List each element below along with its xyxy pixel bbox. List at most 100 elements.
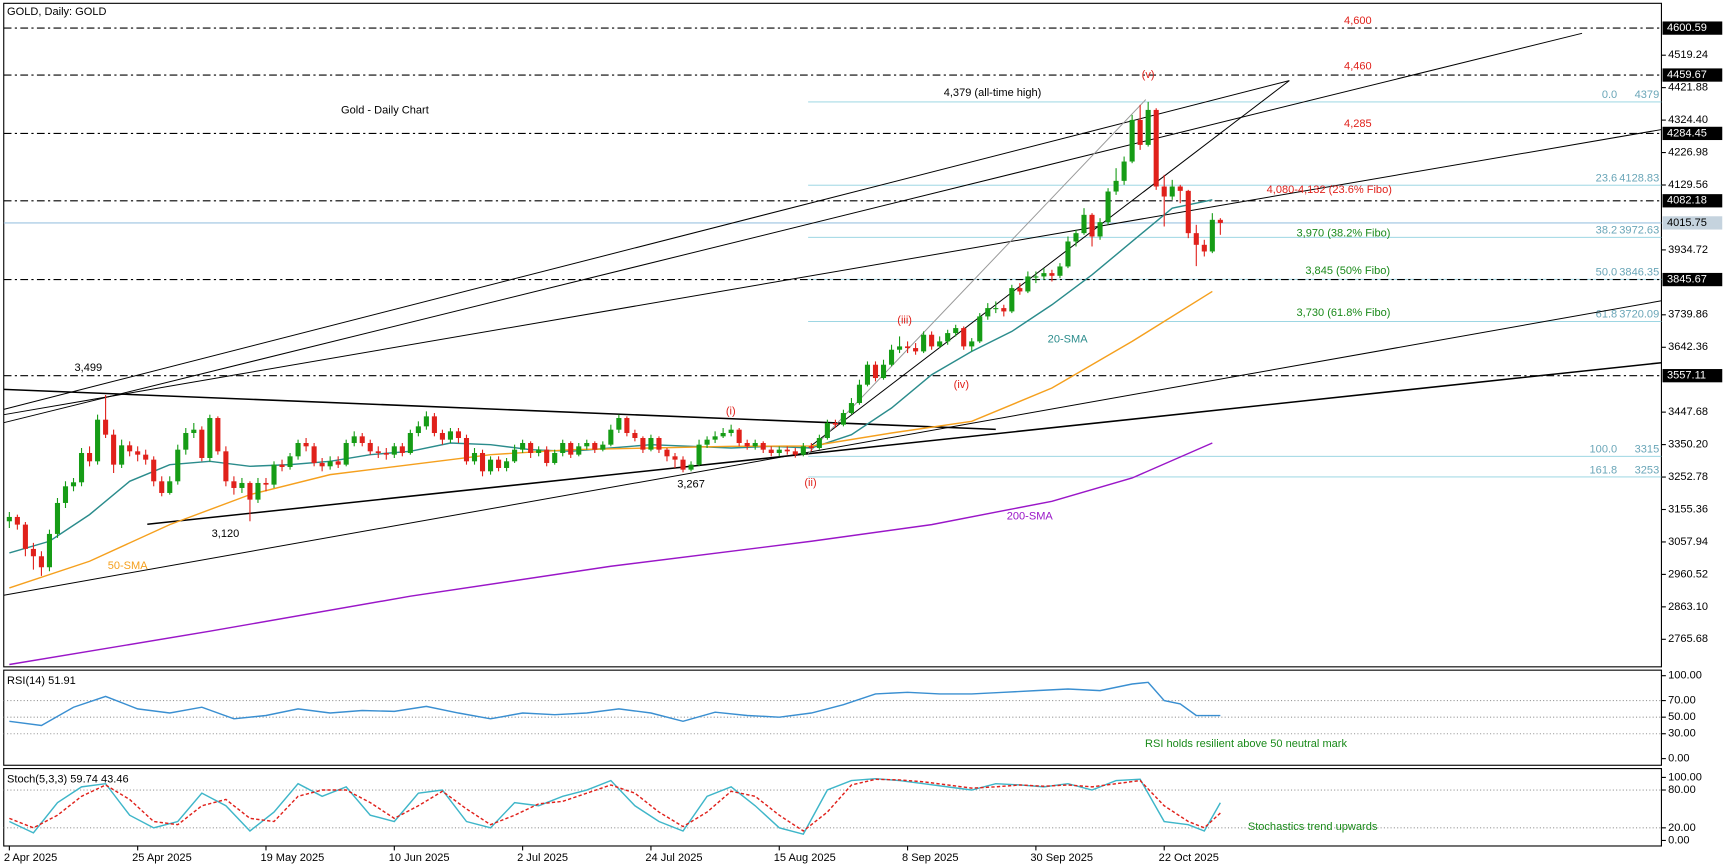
y-tick-label: 2960.52 bbox=[1668, 568, 1708, 580]
indicator-line bbox=[9, 199, 1213, 554]
candle-body bbox=[993, 308, 999, 310]
candle-body bbox=[600, 444, 606, 450]
y-tick-label: 4324.40 bbox=[1668, 114, 1708, 126]
candle-body bbox=[848, 403, 854, 414]
candle-body bbox=[78, 452, 85, 483]
annotation: 50-SMA bbox=[108, 560, 149, 572]
candle-body bbox=[1217, 219, 1223, 223]
indicator-title: Stoch(5,3,3) 59.74 43.46 bbox=[7, 774, 129, 786]
fib-level: 0.0 bbox=[1602, 89, 1617, 101]
indicator-area bbox=[9, 681, 1221, 727]
y-tick-label: 2765.68 bbox=[1668, 633, 1708, 645]
candle-body bbox=[415, 426, 421, 434]
main-panel bbox=[3, 2, 1662, 668]
candle-body bbox=[479, 452, 486, 472]
candle-body bbox=[46, 533, 52, 568]
annotation: 3,120 bbox=[212, 528, 240, 540]
y-tick-label: 3252.78 bbox=[1668, 471, 1708, 483]
y-tick-label: 20.00 bbox=[1668, 822, 1696, 834]
candle-body bbox=[832, 423, 838, 425]
y-tick-label: 70.00 bbox=[1668, 695, 1696, 707]
candle-body bbox=[656, 438, 662, 450]
level-label: 3845.67 bbox=[1667, 273, 1707, 285]
candle-body bbox=[455, 431, 462, 439]
annotation: RSI holds resilient above 50 neutral mar… bbox=[1145, 738, 1347, 750]
candle-body bbox=[271, 464, 277, 485]
candle-body bbox=[1201, 244, 1207, 252]
y-tick-label: 50.00 bbox=[1668, 711, 1696, 723]
y-tick-label: 4129.56 bbox=[1668, 179, 1708, 191]
candle-body bbox=[367, 442, 373, 452]
candle-body bbox=[143, 454, 149, 460]
candle-body bbox=[1041, 273, 1047, 277]
candle-body bbox=[119, 445, 125, 465]
candle-body bbox=[295, 442, 301, 457]
candle-body bbox=[1185, 190, 1191, 234]
candle-body bbox=[921, 334, 927, 352]
candle-body bbox=[1001, 308, 1007, 312]
candle-body bbox=[1081, 214, 1087, 234]
candle-body bbox=[70, 482, 77, 487]
candle-body bbox=[263, 482, 269, 485]
chart-title: GOLD, Daily: GOLD bbox=[7, 6, 106, 18]
annotation: (ii) bbox=[804, 477, 816, 489]
fib-price: 4128.83 bbox=[1619, 173, 1659, 185]
candle-body bbox=[584, 442, 590, 447]
level-label: 4284.45 bbox=[1667, 127, 1707, 139]
candle-body bbox=[728, 429, 734, 434]
candle-body bbox=[696, 444, 702, 465]
candle-body bbox=[792, 451, 798, 455]
indicator-line bbox=[9, 681, 1221, 727]
annotation: (v) bbox=[1142, 69, 1155, 81]
candle-body bbox=[969, 341, 975, 347]
y-tick-label: 30.00 bbox=[1668, 728, 1696, 740]
candle-body bbox=[215, 418, 221, 452]
annotation: (iii) bbox=[897, 315, 912, 327]
x-tick-label: 30 Sep 2025 bbox=[1030, 852, 1093, 864]
candle-body bbox=[1057, 266, 1063, 276]
candle-body bbox=[127, 445, 133, 452]
candle-body bbox=[319, 462, 325, 467]
candle-body bbox=[672, 456, 678, 460]
candle-body bbox=[359, 436, 365, 443]
candle-body bbox=[568, 442, 574, 455]
candle-body bbox=[664, 449, 670, 457]
candle-body bbox=[736, 429, 742, 443]
candle-body bbox=[816, 438, 822, 448]
annotation: 20-SMA bbox=[1048, 333, 1089, 345]
y-tick-label: 3155.36 bbox=[1668, 503, 1708, 515]
candle-body bbox=[880, 364, 887, 379]
candle-body bbox=[111, 434, 117, 465]
y-tick-label: 3934.72 bbox=[1668, 244, 1708, 256]
candle-body bbox=[913, 348, 919, 352]
candle-body bbox=[929, 334, 935, 347]
candle-body bbox=[447, 431, 453, 440]
candle-body bbox=[303, 442, 309, 447]
candle-body bbox=[22, 524, 28, 549]
x-tick-label: 19 May 2025 bbox=[260, 852, 324, 864]
indicator-line bbox=[9, 290, 1213, 589]
x-tick-label: 24 Jul 2025 bbox=[645, 852, 702, 864]
annotation: (i) bbox=[726, 405, 736, 417]
y-tick-label: 3350.20 bbox=[1668, 439, 1708, 451]
candle-body bbox=[1209, 219, 1215, 252]
candle-body bbox=[1105, 191, 1111, 223]
candle-body bbox=[471, 452, 478, 462]
candle-body bbox=[544, 449, 550, 463]
y-tick-label: 100.00 bbox=[1668, 771, 1702, 783]
stoch-panel bbox=[3, 768, 1662, 847]
annotation: 200-SMA bbox=[1007, 510, 1054, 522]
annotation: 4,285 bbox=[1344, 118, 1372, 130]
candle-body bbox=[375, 451, 381, 453]
candle-body bbox=[463, 438, 470, 462]
candle-body bbox=[207, 418, 213, 458]
candle-body bbox=[937, 341, 943, 347]
candle-body bbox=[175, 449, 181, 482]
candle-body bbox=[151, 459, 157, 482]
indicator-title: RSI(14) 51.91 bbox=[7, 675, 76, 687]
candle-body bbox=[1017, 288, 1023, 292]
candle-body bbox=[744, 442, 750, 447]
